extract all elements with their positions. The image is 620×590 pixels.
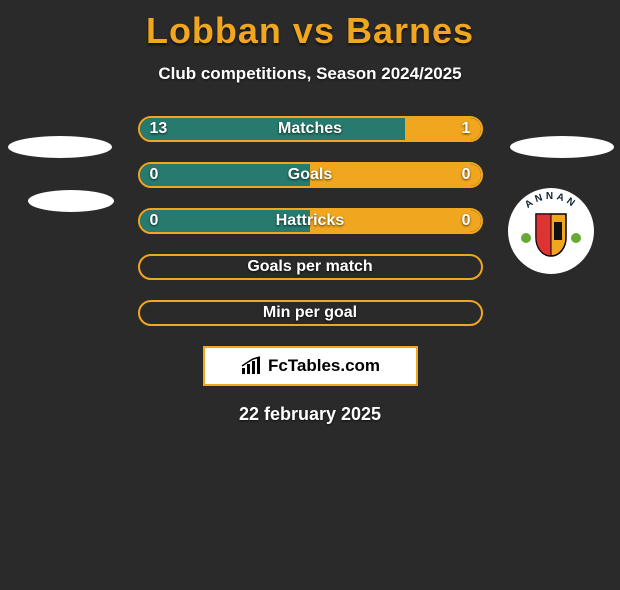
page-subtitle: Club competitions, Season 2024/2025 — [0, 64, 620, 84]
stat-bar-left — [140, 118, 406, 140]
stat-row: Min per goal — [138, 300, 483, 326]
decor-oval — [8, 136, 112, 158]
stat-value-left: 0 — [150, 210, 159, 232]
decor-oval — [28, 190, 114, 212]
brand-badge: FcTables.com — [203, 346, 418, 386]
brand-text: FcTables.com — [268, 356, 380, 376]
stat-value-right: 0 — [462, 210, 471, 232]
stat-bar-left — [140, 210, 311, 232]
stat-label: Goals per match — [140, 256, 481, 278]
stat-row: Goals per match — [138, 254, 483, 280]
page-title: Lobban vs Barnes — [0, 10, 620, 52]
stat-value-right: 1 — [462, 118, 471, 140]
decor-oval — [510, 136, 614, 158]
date-text: 22 february 2025 — [0, 404, 620, 425]
stats-container: Matches131Goals00Hattricks00Goals per ma… — [138, 116, 483, 326]
stat-bar-right — [310, 210, 481, 232]
stat-row: Goals00 — [138, 162, 483, 188]
stat-row: Matches131 — [138, 116, 483, 142]
stat-bar-right — [310, 164, 481, 186]
stat-label: Min per goal — [140, 302, 481, 324]
stat-bar-left — [140, 164, 311, 186]
stat-value-left: 0 — [150, 164, 159, 186]
stat-value-left: 13 — [150, 118, 168, 140]
stat-value-right: 0 — [462, 164, 471, 186]
stat-row: Hattricks00 — [138, 208, 483, 234]
club-crest: ANNAN — [508, 188, 594, 274]
chart-icon — [240, 356, 264, 376]
